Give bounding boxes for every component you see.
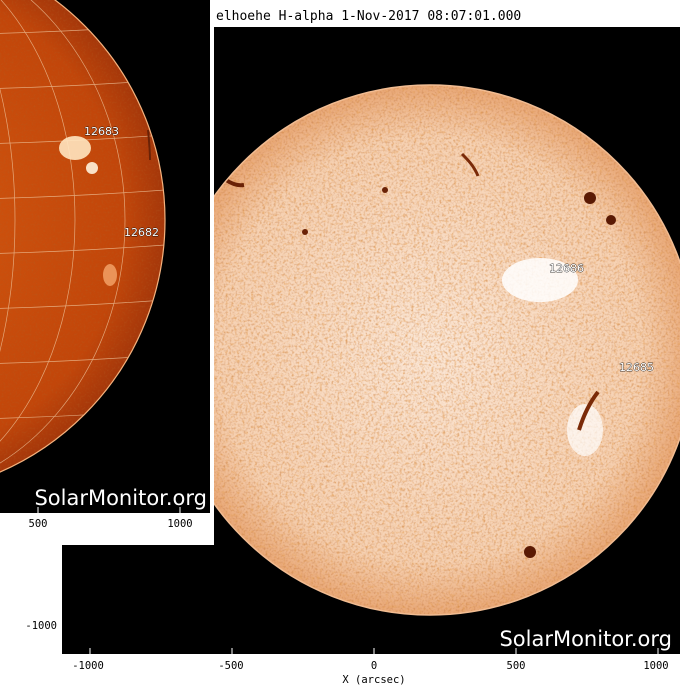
back-solar-disk: [165, 85, 680, 615]
back-x-tick-label: 500: [507, 660, 526, 672]
back-x-tick-marks: [89, 648, 659, 654]
back-panel-title: elhoehe H-alpha 1-Nov-2017 08:07:01.000: [216, 9, 521, 24]
back-x-tick-label: -500: [218, 660, 243, 672]
back-x-tick-label: 1000: [643, 660, 668, 672]
region-label-12682: 12682: [124, 226, 159, 239]
back-x-tick-label: 0: [371, 660, 377, 672]
back-watermark: SolarMonitor.org: [499, 627, 672, 651]
front-watermark: SolarMonitor.org: [34, 486, 207, 510]
front-x-tick-label: 1000: [167, 518, 192, 530]
back-y-tick-label: -1000: [25, 620, 57, 632]
front-x-tick-label: 500: [29, 518, 48, 530]
back-x-tick-label: -1000: [72, 660, 104, 672]
front-x-tick-marks: [37, 507, 181, 513]
front-panel: 12683 12682 SolarMonitor.org 500 1000: [0, 0, 214, 545]
front-disk-limb: [0, 0, 166, 473]
back-x-axis-label: X (arcsec): [342, 674, 405, 686]
region-label-12683: 12683: [84, 125, 119, 138]
region-label-12685: 12685: [619, 361, 654, 374]
region-label-12686: 12686: [549, 262, 584, 275]
